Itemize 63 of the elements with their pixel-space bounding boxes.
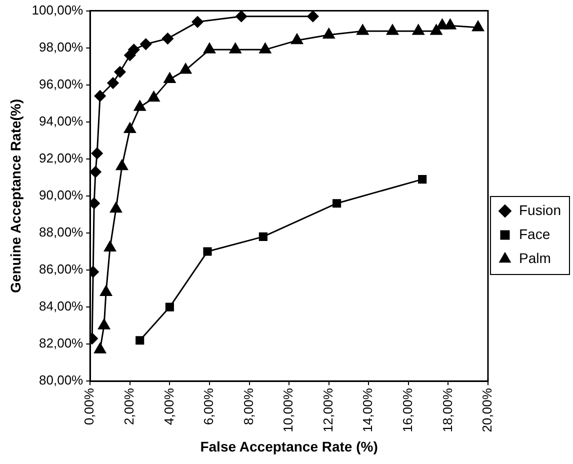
point — [90, 166, 102, 178]
y-tick-label: 86,00% — [39, 262, 84, 277]
x-tick-label: 12,00% — [320, 388, 336, 432]
point — [192, 16, 204, 28]
point — [229, 42, 242, 54]
point — [104, 241, 116, 252]
y-tick-label: 82,00% — [39, 336, 84, 351]
x-tick-label: 4,00% — [161, 388, 176, 425]
legend-label: Palm — [518, 250, 551, 266]
point — [472, 20, 484, 32]
point — [164, 72, 176, 84]
x-tick-label: 14,00% — [360, 388, 376, 432]
point — [356, 24, 369, 35]
point — [322, 28, 335, 39]
point — [236, 10, 248, 22]
x-tick-label: 18,00% — [440, 388, 455, 432]
point — [412, 24, 424, 35]
point — [430, 24, 442, 35]
point — [107, 77, 119, 89]
x-tick-label: 2,00% — [121, 388, 136, 425]
x-tick-label: 10,00% — [280, 388, 296, 432]
x-tick-label: 20,00% — [480, 388, 495, 432]
y-tick-label: 98,00% — [39, 39, 84, 54]
x-tick-label: 16,00% — [400, 388, 415, 432]
point — [180, 63, 192, 74]
point — [114, 66, 126, 78]
point — [332, 199, 342, 208]
point — [148, 91, 160, 102]
x-tick-label: 6,00% — [201, 388, 216, 425]
legend-label: Face — [518, 226, 550, 242]
point — [116, 160, 128, 170]
y-tick-label: 80,00% — [39, 372, 84, 388]
point — [124, 122, 136, 134]
point — [418, 175, 427, 184]
point — [134, 100, 146, 111]
y-tick-label: 84,00% — [39, 298, 84, 314]
y-tick-label: 100,00% — [32, 2, 84, 18]
x-axis-title: False Acceptance Rate (%) — [200, 438, 378, 454]
x-tick-label: 8,00% — [240, 388, 256, 425]
point — [94, 90, 106, 102]
point — [91, 148, 103, 160]
point — [110, 202, 122, 213]
point — [136, 336, 144, 345]
point — [444, 18, 456, 30]
y-tick-label: 92,00% — [39, 150, 84, 166]
x-tick-label: 0,00% — [82, 388, 97, 425]
point — [203, 247, 212, 256]
point — [204, 42, 216, 54]
point — [140, 38, 152, 50]
y-tick-label: 96,00% — [39, 76, 84, 92]
point — [386, 24, 398, 35]
point — [258, 232, 268, 241]
point — [128, 44, 140, 56]
y-tick-label: 90,00% — [39, 188, 84, 203]
point — [259, 42, 272, 54]
legend-label: Fusion — [518, 202, 562, 218]
y-tick-label: 94,00% — [39, 113, 84, 128]
point — [307, 10, 319, 22]
y-axis-title: Genuine Acceptance Rate(%) — [7, 98, 24, 293]
y-tick-label: 88,00% — [39, 224, 84, 240]
point — [291, 34, 303, 44]
point — [162, 32, 174, 44]
point — [165, 302, 174, 312]
